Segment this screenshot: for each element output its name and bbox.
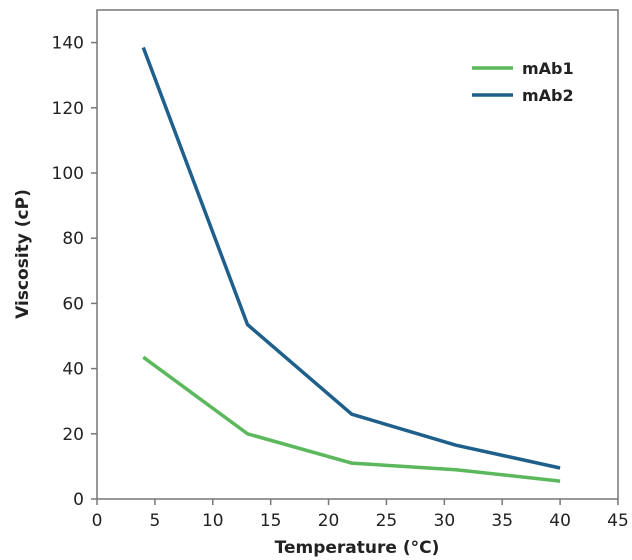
x-tick-label: 35 (491, 511, 513, 531)
series-line-mab1 (142, 355, 561, 483)
y-tick-label: 80 (62, 229, 84, 249)
y-tick-label: 100 (52, 164, 84, 184)
y-axis: 0 20 40 60 80 100 120 140 (52, 34, 97, 510)
y-tick-label: 20 (62, 425, 84, 445)
legend: mAb1 mAb2 (472, 59, 574, 105)
y-tick-label: 0 (73, 490, 84, 510)
x-tick-label: 45 (607, 511, 629, 531)
legend-label-mab1: mAb1 (522, 59, 574, 78)
x-tick-label: 30 (434, 511, 456, 531)
y-tick-label: 140 (52, 34, 84, 54)
y-tick-label: 120 (52, 99, 84, 119)
y-tick-label: 40 (62, 360, 84, 380)
series-line-mab2 (141, 46, 561, 470)
x-axis-title: Temperature (°C) (275, 538, 440, 558)
legend-label-mab2: mAb2 (522, 86, 574, 105)
y-tick-label: 60 (62, 294, 84, 314)
series-layer (141, 46, 561, 483)
x-tick-label: 20 (318, 511, 340, 531)
x-axis: 0 5 10 15 20 25 30 35 40 45 (92, 499, 629, 531)
x-tick-label: 15 (260, 511, 282, 531)
x-tick-label: 25 (376, 511, 398, 531)
y-axis-title: Viscosity (cP) (13, 189, 33, 319)
x-tick-label: 40 (549, 511, 571, 531)
x-tick-label: 10 (202, 511, 224, 531)
plot-frame (96, 9, 619, 500)
x-tick-label: 5 (149, 511, 160, 531)
x-tick-label: 0 (92, 511, 103, 531)
